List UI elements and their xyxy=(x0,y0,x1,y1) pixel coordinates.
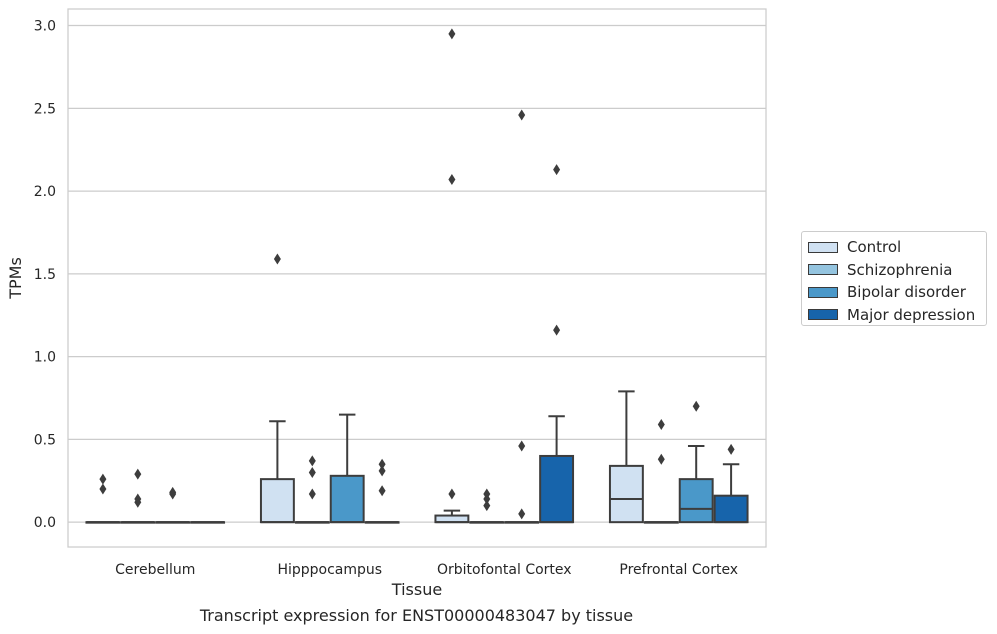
outlier-point xyxy=(378,465,386,477)
legend-swatch xyxy=(808,264,838,276)
outlier-point xyxy=(657,419,665,431)
box-body xyxy=(259,478,295,524)
box-body xyxy=(329,474,365,524)
x-tick-label: Orbitofontal Cortex xyxy=(437,562,572,578)
outlier-point xyxy=(553,164,561,176)
outlier-point xyxy=(518,440,526,452)
box-schizophrenia xyxy=(469,488,505,524)
box-control xyxy=(608,390,644,524)
box-control xyxy=(85,473,121,524)
outlier-point xyxy=(308,467,316,479)
outlier-point xyxy=(692,400,700,412)
legend-item: Major depression xyxy=(808,304,986,327)
outlier-point xyxy=(308,455,316,467)
box-major-depression xyxy=(190,521,226,524)
y-tick-label: 1.5 xyxy=(34,267,56,283)
outlier-point xyxy=(99,473,107,485)
legend-item: Bipolar disorder xyxy=(808,281,986,304)
x-tick-label: Prefrontal Cortex xyxy=(619,562,738,578)
outlier-point xyxy=(448,28,456,40)
legend-swatch xyxy=(808,309,838,321)
outlier-point xyxy=(553,324,561,336)
outlier-point xyxy=(134,493,142,505)
outlier-point xyxy=(448,174,456,186)
box-schizophrenia xyxy=(643,419,679,524)
outlier-point xyxy=(518,109,526,121)
outlier-point xyxy=(378,458,386,470)
box-major-depression xyxy=(364,458,400,524)
box-bipolar-disorder xyxy=(329,413,365,524)
outlier-point xyxy=(518,508,526,520)
x-tick-labels: Cerebellum Hipppocampus Orbitofontal Corte… xyxy=(115,562,738,578)
y-tick-label: 0.5 xyxy=(34,432,56,448)
outlier-point xyxy=(134,468,142,480)
y-tick-label: 0.0 xyxy=(34,515,56,531)
legend: Control Schizophrenia Bipolar disorder Majo… xyxy=(801,231,987,326)
box-schizophrenia xyxy=(294,455,330,524)
legend-item: Control xyxy=(808,236,986,259)
legend-label: Schizophrenia xyxy=(847,260,953,279)
y-tick-labels: 0.0 0.5 1.0 1.5 2.0 2.5 3.0 xyxy=(34,19,56,532)
y-tick-label: 2.0 xyxy=(34,184,56,200)
box-bipolar-disorder xyxy=(504,109,540,524)
outlier-point xyxy=(99,483,107,495)
legend-item: Schizophrenia xyxy=(808,259,986,282)
box-bipolar-disorder xyxy=(678,400,714,524)
legend-swatch xyxy=(808,286,838,298)
legend-label: Major depression xyxy=(847,305,976,324)
box-control xyxy=(434,28,470,524)
outlier-point xyxy=(483,500,491,512)
figure-caption: Transcript expression for ENST0000048304… xyxy=(199,606,634,625)
legend-label: Control xyxy=(847,238,902,257)
box-bipolar-disorder xyxy=(155,486,191,524)
legend-label: Bipolar disorder xyxy=(847,283,966,302)
box-body xyxy=(539,454,575,524)
box-schizophrenia xyxy=(120,468,156,524)
box-major-depression xyxy=(539,164,575,524)
y-axis-label: TPMs xyxy=(6,257,25,300)
x-tick-label: Hipppocampus xyxy=(277,562,382,578)
outlier-point xyxy=(657,453,665,465)
y-tick-label: 3.0 xyxy=(34,19,56,35)
y-tick-label: 1.0 xyxy=(34,350,56,366)
outlier-point xyxy=(483,488,491,500)
outlier-point xyxy=(727,443,735,455)
box-body xyxy=(713,494,749,524)
box-series xyxy=(85,28,749,524)
outlier-point xyxy=(378,485,386,497)
box-body xyxy=(608,464,644,524)
y-tick-label: 2.5 xyxy=(34,101,56,117)
plot-area xyxy=(67,8,767,548)
box-major-depression xyxy=(713,443,749,524)
outlier-point xyxy=(448,488,456,500)
outlier-point xyxy=(273,253,281,265)
legend-swatch xyxy=(808,241,838,253)
box-control xyxy=(259,253,295,524)
outlier-point xyxy=(169,486,177,498)
x-tick-label: Cerebellum xyxy=(115,562,195,578)
outlier-point xyxy=(308,488,316,500)
box-body xyxy=(678,478,714,524)
x-axis-label: Tissue xyxy=(391,580,442,599)
